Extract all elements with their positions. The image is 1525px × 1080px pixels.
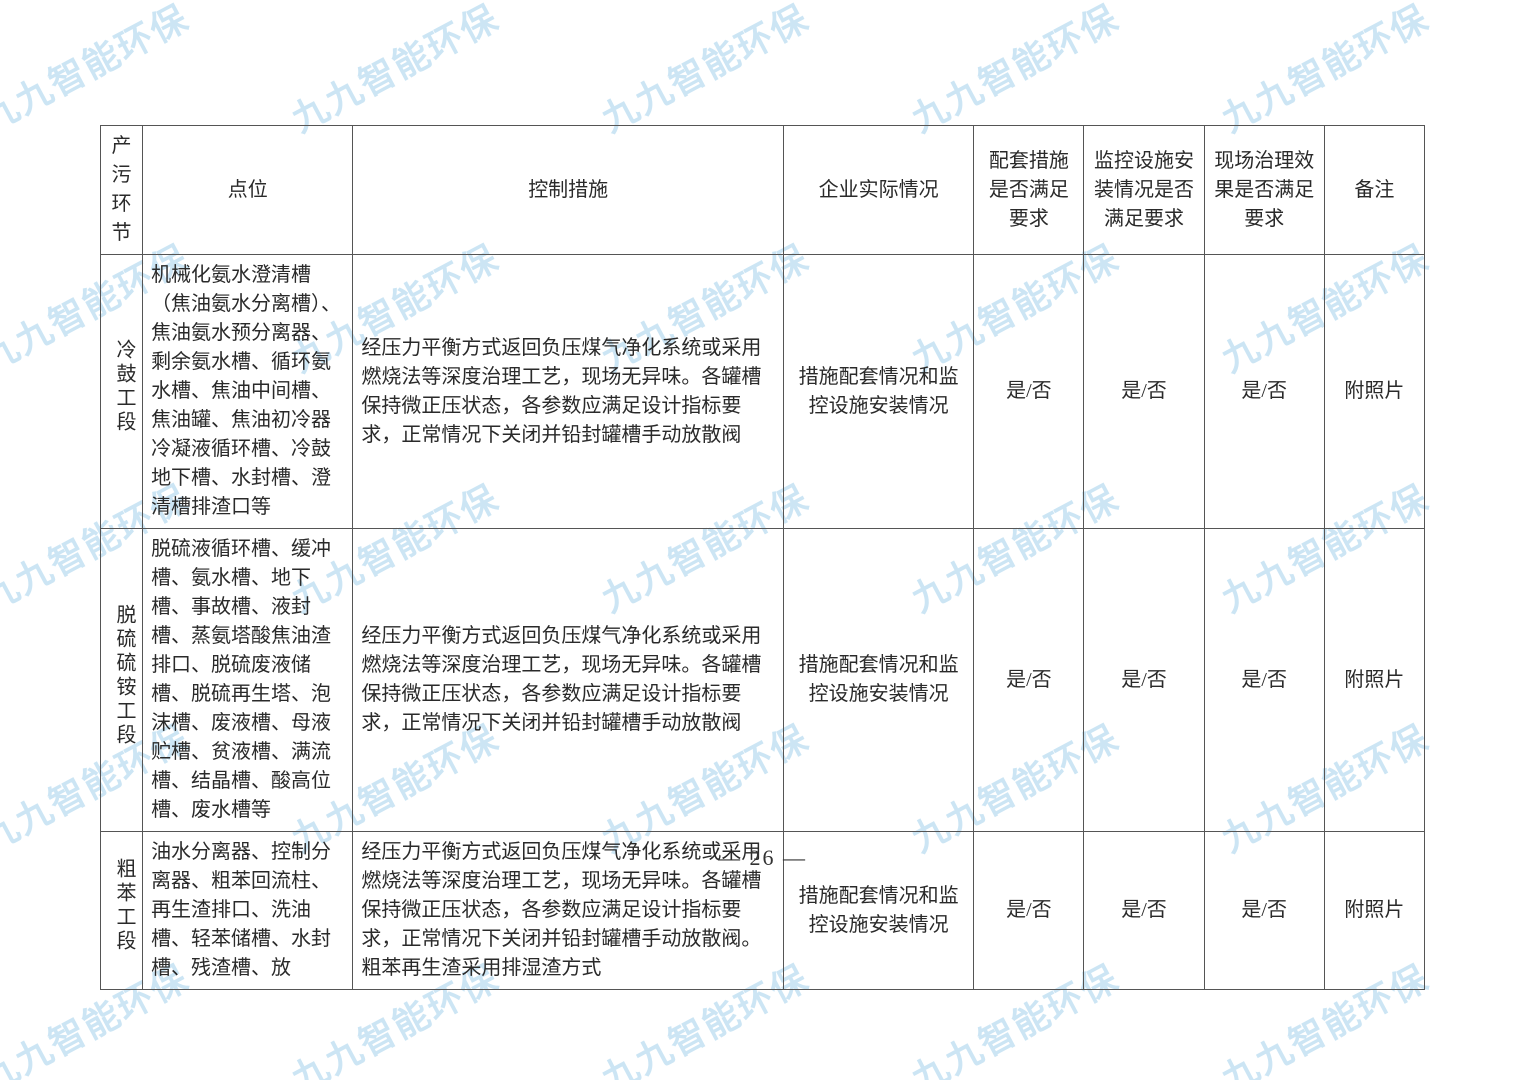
cell-note: 附照片: [1324, 255, 1424, 529]
col-stage: 产污环节: [101, 126, 143, 255]
col-actual: 企业实际情况: [784, 126, 974, 255]
cell-stage: 脱硫硫铵工段: [101, 529, 143, 832]
col-point: 点位: [143, 126, 353, 255]
cell-actual: 措施配套情况和监控设施安装情况: [784, 255, 974, 529]
cell-q3: 是/否: [1204, 529, 1324, 832]
watermark-text: 九九智能环保: [591, 0, 817, 142]
table-header-row: 产污环节 点位 控制措施 企业实际情况 配套措施是否满足要求 监控设施安装情况是…: [101, 126, 1425, 255]
cell-note: 附照片: [1324, 529, 1424, 832]
col-q3: 现场治理效果是否满足要求: [1204, 126, 1324, 255]
cell-point: 机械化氨水澄清槽（焦油氨水分离槽）、焦油氨水预分离器、剩余氨水槽、循环氨水槽、焦…: [143, 255, 353, 529]
cell-control: 经压力平衡方式返回负压煤气净化系统或采用燃烧法等深度治理工艺，现场无异味。各罐槽…: [353, 255, 784, 529]
watermark-text: 九九智能环保: [901, 0, 1127, 142]
table-row: 脱硫硫铵工段 脱硫液循环槽、缓冲槽、氨水槽、地下槽、事故槽、液封槽、蒸氨塔酸焦油…: [101, 529, 1425, 832]
cell-stage: 冷鼓工段: [101, 255, 143, 529]
cell-point: 脱硫液循环槽、缓冲槽、氨水槽、地下槽、事故槽、液封槽、蒸氨塔酸焦油渣排口、脱硫废…: [143, 529, 353, 832]
table-row: 冷鼓工段 机械化氨水澄清槽（焦油氨水分离槽）、焦油氨水预分离器、剩余氨水槽、循环…: [101, 255, 1425, 529]
cell-q2: 是/否: [1084, 529, 1204, 832]
cell-q2: 是/否: [1084, 255, 1204, 529]
cell-actual: 措施配套情况和监控设施安装情况: [784, 529, 974, 832]
watermark-text: 九九智能环保: [0, 0, 197, 142]
col-control: 控制措施: [353, 126, 784, 255]
cell-q3: 是/否: [1204, 255, 1324, 529]
watermark-text: 九九智能环保: [281, 0, 507, 142]
cell-control: 经压力平衡方式返回负压煤气净化系统或采用燃烧法等深度治理工艺，现场无异味。各罐槽…: [353, 529, 784, 832]
cell-q1: 是/否: [974, 529, 1084, 832]
col-q1: 配套措施是否满足要求: [974, 126, 1084, 255]
cell-q1: 是/否: [974, 255, 1084, 529]
watermark-text: 九九智能环保: [1211, 0, 1437, 142]
page-number: — 26 —: [0, 845, 1525, 871]
col-q2: 监控设施安装情况是否满足要求: [1084, 126, 1204, 255]
col-note: 备注: [1324, 126, 1424, 255]
